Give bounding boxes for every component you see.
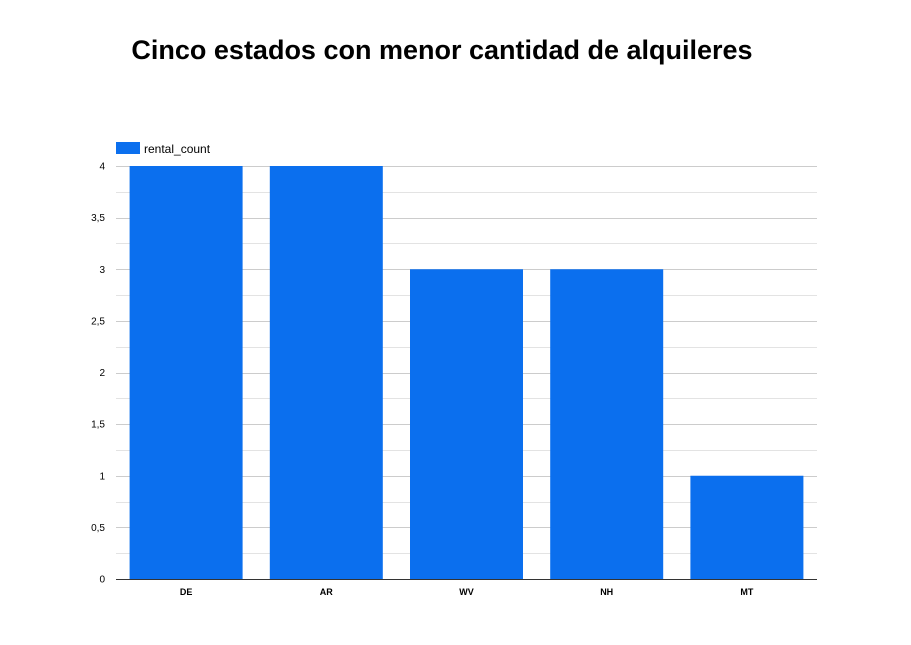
y-tick-label: 4 bbox=[99, 162, 105, 173]
x-tick-label: WV bbox=[459, 587, 474, 597]
legend-swatch bbox=[116, 142, 140, 154]
bar-de bbox=[129, 166, 243, 579]
x-tick-label: DE bbox=[180, 587, 193, 597]
x-tick-label: AR bbox=[320, 587, 333, 597]
y-tick-label: 2 bbox=[99, 368, 105, 379]
bars bbox=[129, 166, 804, 579]
legend: rental_count bbox=[116, 142, 211, 156]
bar-mt bbox=[690, 475, 804, 579]
y-tick-label: 3,5 bbox=[91, 213, 105, 224]
x-tick-label: NH bbox=[600, 587, 613, 597]
bar-ar bbox=[269, 166, 383, 579]
y-axis-tick-labels: 0 0,5 1 1,5 2 2,5 3 3,5 4 bbox=[91, 162, 105, 586]
x-axis-tick-labels: DE AR WV NH MT bbox=[180, 587, 754, 597]
bar-nh bbox=[550, 269, 664, 579]
y-tick-label: 2,5 bbox=[91, 316, 105, 327]
y-tick-label: 0 bbox=[99, 575, 105, 586]
bar-wv bbox=[410, 269, 523, 579]
y-tick-label: 1 bbox=[99, 471, 105, 482]
y-tick-label: 0,5 bbox=[91, 523, 105, 534]
y-tick-label: 1,5 bbox=[91, 420, 105, 431]
y-tick-label: 3 bbox=[99, 265, 105, 276]
legend-label: rental_count bbox=[144, 142, 211, 156]
x-tick-label: MT bbox=[740, 587, 753, 597]
chart-title: Cinco estados con menor cantidad de alqu… bbox=[131, 35, 752, 65]
